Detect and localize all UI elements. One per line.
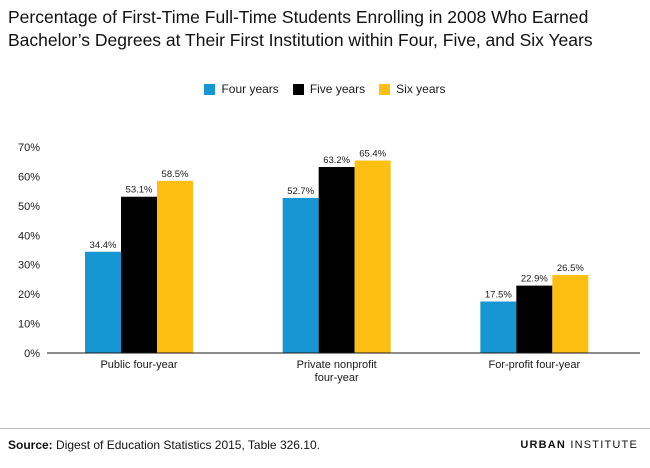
category-label-line: four-year [315,372,359,384]
bars [85,160,589,353]
category-label: Public four-year [100,359,177,371]
source-label: Source: [8,438,53,452]
bar-five-years [318,167,355,353]
y-tick-label: 70% [18,142,40,154]
y-tick-label: 60% [18,171,40,183]
bar-four-years [85,251,121,353]
logo-secondary-text: INSTITUTE [570,439,638,451]
legend-swatch-five-years [292,83,304,95]
bar-four-years [480,301,517,353]
legend-label-six-years: Six years [396,82,446,96]
bar-value-label: 26.5% [557,263,584,274]
source-text: Digest of Education Statistics 2015, Tab… [56,438,320,452]
y-tick-label: 40% [18,230,40,242]
legend-label-four-years: Four years [221,82,279,96]
bar-five-years [121,196,157,353]
legend-swatch-six-years [379,83,391,95]
bar-six-years [354,160,391,353]
source-note: Source: Digest of Education Statistics 2… [8,438,320,452]
bar-value-label: 22.9% [521,274,548,285]
bar-value-label: 52.7% [287,186,314,197]
category-label: For-profit four-year [488,359,580,371]
legend-item-six-years: Six years [379,82,446,96]
bar-six-years [157,180,193,353]
legend-item-four-years: Four years [204,82,279,96]
y-tick-label: 0% [24,348,40,360]
legend: Four years Five years Six years [0,82,650,96]
legend-label-five-years: Five years [309,82,366,96]
y-tick-label: 20% [18,289,40,301]
bar-five-years [516,285,553,353]
y-tick-label: 50% [18,201,40,213]
bar-value-label: 53.1% [126,185,153,196]
bar-value-label: 34.4% [90,240,117,251]
data-labels: 34.4% 53.1% 58.5% 52.7% 63.2% 65.4% 17.5% 22.9%… [90,149,585,301]
y-tick-label: 30% [18,260,40,272]
logo-primary-text: URBAN [520,439,567,451]
y-axis: 0% 10% 20% 30% 40% 50% 60% 70% [18,142,40,360]
bar-value-label: 58.5% [162,169,189,180]
legend-swatch-four-years [204,83,216,95]
footer-divider [0,428,650,429]
bar-value-label: 17.5% [485,290,512,301]
bar-six-years [552,275,589,353]
category-label-line: Private nonprofit [297,359,377,371]
category-label-line: Public four-year [100,359,177,371]
bar-value-label: 63.2% [323,155,350,166]
category-label: Private nonprofit four-year [297,359,377,384]
category-label-line: For-profit four-year [488,359,580,371]
chart-title: Percentage of First-Time Full-Time Stude… [8,7,593,50]
category-labels: Public four-year Private nonprofit four-ye… [100,359,580,384]
legend-item-five-years: Five years [292,82,366,96]
bar-four-years [282,197,319,353]
y-tick-label: 10% [18,319,40,331]
bar-chart: 0% 10% 20% 30% 40% 50% 60% 70% 34.4% 53.1% 58.5% 5… [18,142,640,384]
bar-value-label: 65.4% [359,149,386,160]
urban-institute-logo: URBAN INSTITUTE [520,439,638,451]
